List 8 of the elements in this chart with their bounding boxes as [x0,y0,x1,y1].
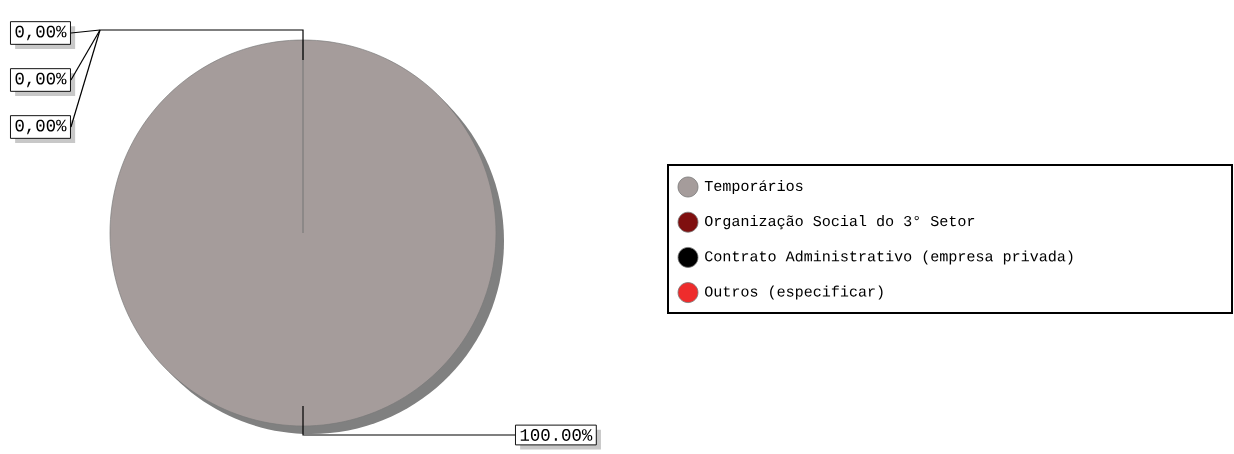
data-label: 100.00% [520,429,593,441]
text: 0,00% [15,119,67,135]
legend-label: Outros (especificar) [705,285,883,300]
legend-label: Temporários [704,179,803,195]
legend-label: Contrato Administrativo (empresa privada) [705,250,1073,265]
text: 0,00% [15,25,67,41]
text: 0,00% [15,72,67,88]
legend-label: Organização Social do 3° Setor [705,215,975,230]
